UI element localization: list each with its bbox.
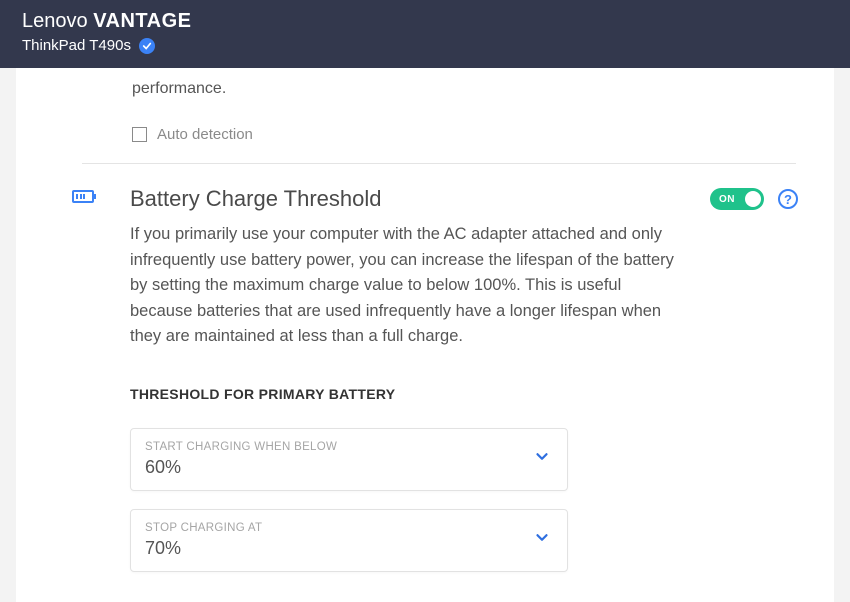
toggle-knob (745, 191, 761, 207)
section-subhead: THRESHOLD FOR PRIMARY BATTERY (130, 386, 798, 402)
auto-detection-checkbox[interactable] (132, 127, 147, 142)
chevron-down-icon (533, 448, 551, 471)
help-icon[interactable]: ? (778, 189, 798, 209)
toggle-label: ON (719, 194, 735, 205)
brand: Lenovo VANTAGE (22, 10, 828, 33)
auto-detection-row[interactable]: Auto detection (132, 126, 734, 143)
settings-card: performance. Auto detection Battery Char… (16, 68, 834, 602)
chevron-down-icon (533, 529, 551, 552)
model-row: ThinkPad T490s (22, 37, 828, 54)
threshold-toggle[interactable]: ON (710, 188, 764, 210)
section-title: Battery Charge Threshold (130, 186, 382, 212)
auto-detection-label: Auto detection (157, 126, 253, 143)
start-charging-label: START CHARGING WHEN BELOW (145, 441, 551, 453)
prev-section-tail: performance. Auto detection (16, 68, 834, 163)
section-description: If you primarily use your computer with … (130, 222, 678, 350)
battery-icon (72, 190, 94, 203)
device-model: ThinkPad T490s (22, 37, 131, 54)
app-header: Lenovo VANTAGE ThinkPad T490s (0, 0, 850, 68)
battery-threshold-section: Battery Charge Threshold ON ? If you pri… (16, 164, 834, 572)
section-header: Battery Charge Threshold ON ? (100, 186, 798, 212)
stop-charging-dropdown[interactable]: STOP CHARGING AT 70% (130, 509, 568, 572)
page-body: performance. Auto detection Battery Char… (0, 68, 850, 602)
verified-badge-icon (139, 38, 155, 54)
brand-bold: VANTAGE (93, 10, 191, 32)
stop-charging-label: STOP CHARGING AT (145, 522, 551, 534)
start-charging-value: 60% (145, 457, 551, 478)
prev-section-text: performance. (132, 68, 734, 98)
stop-charging-value: 70% (145, 538, 551, 559)
brand-light: Lenovo (22, 10, 88, 32)
start-charging-dropdown[interactable]: START CHARGING WHEN BELOW 60% (130, 428, 568, 491)
